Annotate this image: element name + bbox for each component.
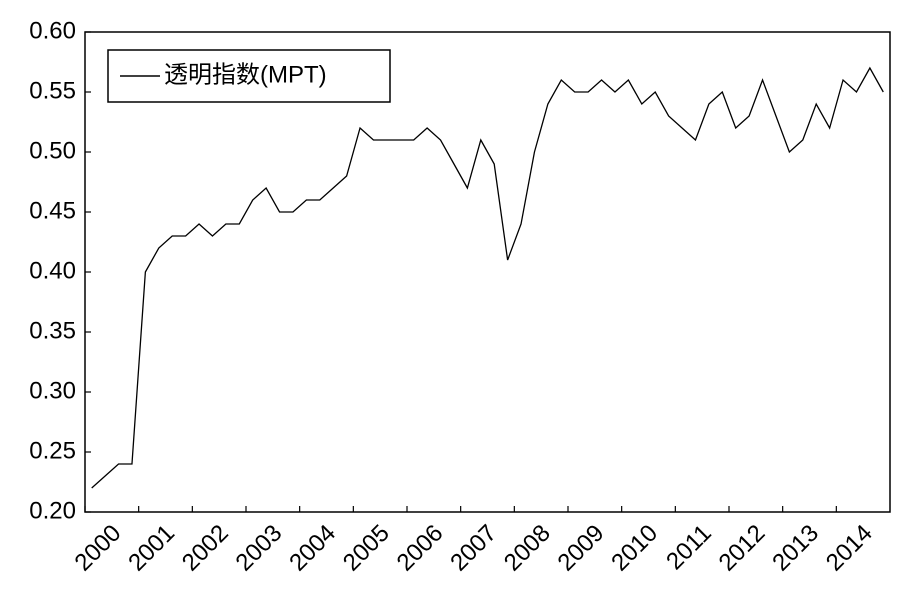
plot-frame [84, 31, 891, 513]
y-tick-label: 0.40 [29, 257, 76, 284]
x-tick-label: 2005 [338, 520, 395, 577]
x-tick-label: 2006 [392, 520, 449, 577]
y-tick-label: 0.30 [29, 377, 76, 404]
x-tick-label: 2007 [445, 520, 502, 577]
y-tick-label: 0.35 [29, 317, 76, 344]
y-tick-label: 0.60 [29, 17, 76, 44]
y-tick-label: 0.25 [29, 437, 76, 464]
x-tick-label: 2001 [123, 520, 180, 577]
data-line [91, 66, 884, 489]
x-tick-label: 2008 [499, 520, 556, 577]
legend-label: 透明指数(MPT) [164, 61, 327, 88]
x-tick-label: 2011 [661, 520, 717, 576]
x-tick-label: 2002 [177, 520, 234, 577]
y-tick-label: 0.55 [29, 77, 76, 104]
y-tick-label: 0.20 [29, 497, 76, 524]
x-tick-label: 2014 [821, 520, 878, 577]
x-tick-label: 2009 [553, 520, 610, 577]
x-tick-label: 2003 [231, 520, 288, 577]
x-tick-label: 2013 [767, 520, 824, 577]
x-tick-label: 2004 [284, 520, 341, 577]
y-tick-label: 0.45 [29, 197, 76, 224]
y-tick-label: 0.50 [29, 137, 76, 164]
x-tick-label: 2000 [70, 520, 127, 577]
x-tick-label: 2012 [714, 520, 771, 577]
x-tick-label: 2010 [606, 520, 663, 577]
